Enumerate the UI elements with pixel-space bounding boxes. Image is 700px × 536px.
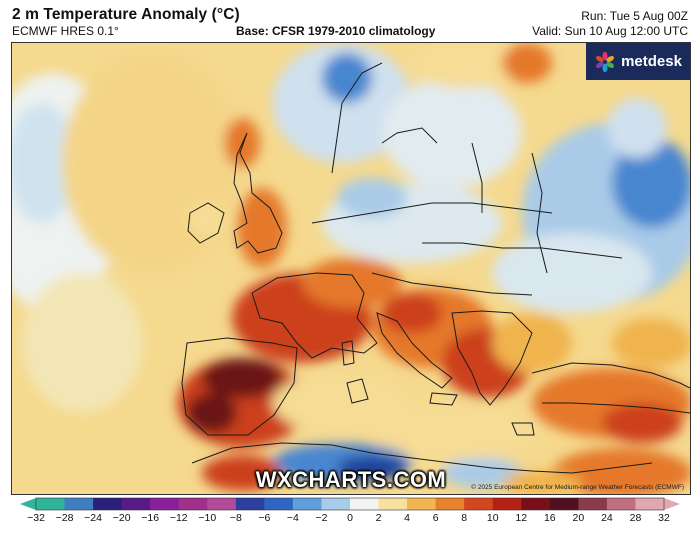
colorbar-border (35, 497, 665, 511)
colorbar-right-arrow (664, 498, 680, 510)
colorbar-tick-label: −10 (198, 512, 217, 524)
colorbar-tick-label: −28 (55, 512, 74, 524)
colorbar-cell (464, 498, 494, 510)
colorbar-cell (606, 498, 636, 510)
colorbar-cell (492, 498, 522, 510)
base-climatology-label: Base: CFSR 1979-2010 climatology (236, 24, 436, 38)
metdesk-flower-icon (596, 51, 615, 72)
colorbar-cell (350, 498, 380, 510)
copyright-notice: © 2025 European Centre for Medium-range … (471, 484, 684, 491)
colorbar-cell (121, 498, 151, 510)
colorbar-cell (321, 498, 351, 510)
colorbar-cell (378, 498, 408, 510)
colorbar-cell (150, 498, 180, 510)
colorbar-tick-label: 10 (486, 512, 499, 524)
anomaly-field (12, 43, 690, 494)
coastlines (181, 62, 690, 474)
colorbar-tick-label: −4 (286, 512, 299, 524)
wxcharts-watermark: WXCHARTS.COM (255, 467, 447, 492)
colorbar-tick-label: −16 (141, 512, 160, 524)
colorbar-cell (93, 498, 123, 510)
colorbar-tick-label: 28 (629, 512, 642, 524)
colorbar-cell (235, 498, 265, 510)
colorbar-cell (549, 498, 579, 510)
colorbar-cell (578, 498, 608, 510)
colorbar-cell (64, 498, 94, 510)
colorbar-tick-label: −12 (169, 512, 188, 524)
colorbar-tick-label: 8 (461, 512, 468, 524)
metdesk-logo-text: metdesk (621, 53, 682, 70)
colorbar-cell (207, 498, 237, 510)
colorbar-tick-label: −2 (315, 512, 328, 524)
colorbar-cell (292, 498, 322, 510)
map-title: 2 m Temperature Anomaly (°C) (12, 6, 240, 23)
colorbar-cell (264, 498, 294, 510)
colorbar-cell (36, 498, 66, 510)
colorbar-left-arrow (20, 498, 36, 510)
colorbar-tick-label: −8 (229, 512, 242, 524)
colorbar-cell (635, 498, 665, 510)
colorbar-tick-label: 0 (347, 512, 353, 524)
colorbar-tick-label: −20 (112, 512, 131, 524)
colorbar-tick-label: 20 (572, 512, 585, 524)
color-scale-ticks: −32 −28 −24 −20 −16 −12 −10 −8 −6 −4 −2 0 2 4 6 8 10 12 16… (0, 512, 700, 532)
model-label: ECMWF HRES 0.1° (12, 24, 119, 38)
metdesk-logo: metdesk (586, 43, 690, 80)
colorbar-tick-label: 4 (404, 512, 410, 524)
colorbar-tick-label: −24 (84, 512, 102, 524)
colorbar-cell (435, 498, 465, 510)
colorbar-cell (407, 498, 437, 510)
chart-header: 2 m Temperature Anomaly (°C) ECMWF HRES … (0, 0, 700, 42)
colorbar-tick-label: 6 (432, 512, 439, 524)
colorbar-tick-label: −6 (258, 512, 271, 524)
map-canvas (12, 43, 690, 494)
colorbar-cell (178, 498, 208, 510)
colorbar-tick-label: 24 (601, 512, 613, 524)
color-scale-bar (20, 497, 680, 511)
colorbar-tick-label: 16 (543, 512, 556, 524)
valid-time-label: Valid: Sun 10 Aug 12:00 UTC (532, 24, 688, 38)
run-time-label: Run: Tue 5 Aug 00Z (581, 9, 688, 23)
colorbar-tick-label: 2 (375, 512, 382, 524)
colorbar-tick-label: 12 (515, 512, 528, 524)
colorbar-tick-label: −32 (27, 512, 45, 524)
colorbar-cell (521, 498, 551, 510)
colorbar-tick-label: 32 (658, 512, 670, 524)
temperature-anomaly-map[interactable]: metdesk WXCHARTS.COM © 2025 European Cen… (11, 42, 691, 495)
